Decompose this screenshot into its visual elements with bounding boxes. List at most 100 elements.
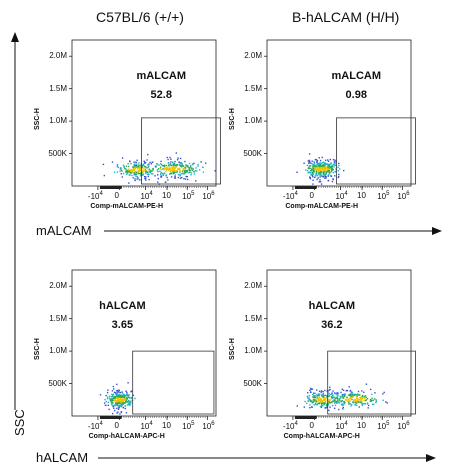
data-point	[329, 174, 332, 177]
data-point	[320, 171, 323, 173]
data-point	[162, 164, 164, 167]
data-point	[351, 394, 354, 396]
data-point	[351, 393, 353, 395]
x-tick-label: -104	[282, 421, 298, 431]
data-point	[125, 165, 128, 167]
data-point	[191, 169, 194, 171]
data-point	[318, 169, 320, 171]
data-point	[308, 171, 310, 173]
data-point	[336, 400, 339, 402]
data-point	[160, 163, 162, 165]
data-point	[361, 402, 363, 404]
data-point	[136, 164, 138, 166]
data-point	[308, 167, 310, 170]
plot-frame	[266, 269, 412, 417]
data-point	[334, 159, 336, 161]
data-point	[323, 396, 325, 399]
data-point	[152, 173, 154, 175]
data-point	[174, 171, 176, 173]
data-point	[126, 404, 129, 406]
x-axis-label: Comp-mALCAM-PE-H	[90, 203, 164, 210]
x-tick-label: -104	[87, 191, 103, 201]
data-point	[320, 175, 323, 177]
data-point	[181, 176, 183, 179]
data-point	[357, 390, 360, 393]
data-point	[325, 170, 327, 172]
data-point	[343, 394, 346, 396]
data-point	[322, 168, 324, 170]
data-point	[188, 162, 191, 165]
data-point	[319, 176, 321, 178]
data-point	[163, 165, 165, 167]
data-point	[344, 401, 346, 404]
data-point	[319, 181, 322, 183]
data-point	[306, 402, 308, 405]
data-point	[324, 165, 326, 167]
data-point	[118, 390, 120, 392]
data-point	[330, 171, 332, 173]
data-point	[320, 172, 322, 174]
data-point	[363, 391, 365, 393]
data-point	[116, 393, 118, 395]
data-point	[350, 394, 352, 397]
data-point	[316, 163, 318, 166]
data-point	[349, 390, 351, 392]
plot-panel-wt-halcam: 500K 1.0M 1.5M 2.0M -104 0 104 10 105 106 hALCAM 3.…	[30, 260, 220, 450]
data-point	[178, 168, 181, 170]
data-point	[184, 178, 187, 180]
data-point	[324, 398, 326, 401]
data-point	[123, 397, 126, 399]
data-point	[193, 173, 196, 175]
data-point	[198, 169, 201, 171]
data-point	[184, 160, 186, 163]
data-point	[296, 171, 298, 173]
data-point	[179, 163, 181, 165]
data-point	[127, 163, 129, 165]
data-point	[323, 402, 325, 404]
gate-rectangle	[132, 350, 215, 415]
data-point	[182, 172, 184, 175]
data-point	[187, 178, 189, 181]
data-point	[130, 402, 132, 404]
data-point	[185, 171, 188, 173]
data-point	[133, 168, 135, 170]
data-point	[162, 174, 164, 176]
data-point	[375, 399, 377, 401]
data-point	[369, 400, 372, 402]
data-point	[314, 392, 316, 395]
data-point	[313, 404, 315, 406]
data-point	[331, 164, 333, 167]
data-point	[343, 397, 345, 399]
data-point	[157, 174, 159, 176]
data-point	[123, 402, 126, 404]
data-point	[127, 169, 130, 171]
data-point	[115, 395, 118, 397]
data-point	[181, 164, 183, 166]
data-point	[116, 399, 118, 402]
data-point	[311, 400, 313, 402]
data-point	[197, 165, 199, 167]
data-point	[189, 171, 191, 173]
data-point	[214, 170, 216, 172]
x-tick-label: 0	[309, 421, 314, 430]
data-point	[121, 170, 123, 172]
data-point	[123, 396, 126, 398]
data-point	[149, 161, 151, 164]
data-point	[353, 402, 355, 404]
data-point	[331, 167, 334, 170]
data-point	[324, 169, 326, 172]
data-point	[168, 167, 170, 170]
data-point	[317, 177, 319, 179]
data-point	[355, 396, 358, 398]
x-axis-label: Comp-hALCAM-APC-H	[283, 433, 360, 440]
data-point	[319, 179, 321, 181]
data-point	[106, 392, 109, 394]
data-point	[328, 389, 330, 391]
data-point	[133, 174, 135, 176]
data-point	[117, 398, 119, 400]
data-point	[122, 164, 125, 166]
data-point	[162, 173, 165, 176]
data-point	[169, 166, 171, 169]
data-point	[111, 398, 113, 400]
